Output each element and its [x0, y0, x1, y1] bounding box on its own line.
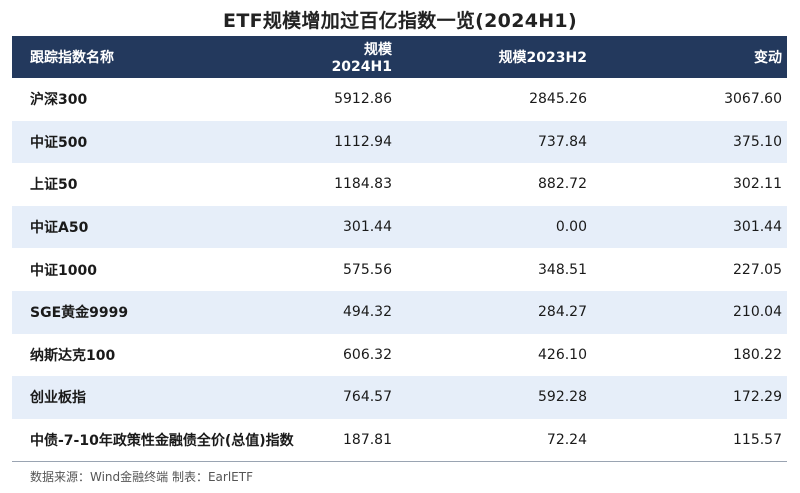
- index-name: SGE黄金9999: [30, 305, 129, 322]
- index-name: 沪深300: [30, 92, 88, 109]
- value-h2-2023: 2845.26: [529, 91, 587, 108]
- table-title: ETF规模增加过百亿指数一览(2024H1): [223, 10, 577, 32]
- value-h1-2024: 575.56: [343, 261, 392, 278]
- value-change: 172.29: [733, 389, 782, 406]
- value-h1-2024: 187.81: [343, 432, 392, 449]
- col-header-name: 跟踪指数名称: [30, 50, 114, 66]
- value-change: 3067.60: [724, 91, 782, 108]
- etf-table: 跟踪指数名称 规模2024H1 规模2023H2 变动 沪深300 5912.8…: [12, 36, 787, 461]
- table-row: SGE黄金9999 494.32 284.27 210.04: [12, 290, 787, 334]
- col-header-h2-2023: 规模2023H2: [498, 50, 587, 66]
- value-h1-2024: 301.44: [343, 219, 392, 236]
- col-header-change: 变动: [754, 50, 782, 66]
- index-name: 中债-7-10年政策性金融债全价(总值)指数: [30, 433, 294, 450]
- value-h1-2024: 1112.94: [334, 133, 392, 150]
- table-row: 沪深300 5912.86 2845.26 3067.60: [12, 78, 787, 121]
- index-name: 中证A50: [30, 220, 89, 237]
- value-h2-2023: 72.24: [546, 432, 587, 449]
- value-change: 301.44: [733, 219, 782, 236]
- index-name: 中证500: [30, 134, 88, 151]
- table-header: 跟踪指数名称 规模2024H1 规模2023H2 变动: [12, 36, 787, 78]
- value-h2-2023: 0.00: [555, 219, 587, 236]
- index-name: 纳斯达克100: [30, 347, 116, 364]
- table-row: 中证1000 575.56 348.51 227.05: [12, 248, 787, 291]
- value-h1-2024: 606.32: [343, 346, 392, 363]
- table-row: 中证A50 301.44 0.00 301.44: [12, 205, 787, 249]
- table-row: 中证500 1112.94 737.84 375.10: [12, 120, 787, 164]
- value-h1-2024: 764.57: [343, 389, 392, 406]
- table-row: 创业板指 764.57 592.28 172.29: [12, 376, 787, 419]
- value-change: 180.22: [733, 346, 782, 363]
- value-change: 302.11: [733, 176, 782, 193]
- value-h2-2023: 348.51: [538, 261, 587, 278]
- index-name: 中证1000: [30, 262, 97, 279]
- source-note: 数据来源：Wind金融终端 制表：EarlETF: [30, 470, 253, 484]
- col-header-h1-2024: 规模2024H1: [331, 42, 392, 75]
- value-change: 115.57: [733, 432, 782, 449]
- table-row: 纳斯达克100 606.32 426.10 180.22: [12, 334, 787, 377]
- value-h2-2023: 737.84: [538, 133, 587, 150]
- value-h2-2023: 592.28: [538, 389, 587, 406]
- value-h2-2023: 882.72: [538, 176, 587, 193]
- value-h1-2024: 494.32: [343, 304, 392, 321]
- value-change: 227.05: [733, 261, 782, 278]
- table-row: 上证50 1184.83 882.72 302.11: [12, 163, 787, 206]
- value-h1-2024: 5912.86: [334, 91, 392, 108]
- index-name: 创业板指: [30, 390, 86, 407]
- table-row: 中债-7-10年政策性金融债全价(总值)指数 187.81 72.24 115.…: [12, 419, 787, 462]
- value-change: 210.04: [733, 304, 782, 321]
- value-h1-2024: 1184.83: [334, 176, 392, 193]
- table-bottom-rule: [12, 461, 787, 462]
- value-h2-2023: 284.27: [538, 304, 587, 321]
- value-change: 375.10: [733, 133, 782, 150]
- value-h2-2023: 426.10: [538, 346, 587, 363]
- index-name: 上证50: [30, 177, 78, 194]
